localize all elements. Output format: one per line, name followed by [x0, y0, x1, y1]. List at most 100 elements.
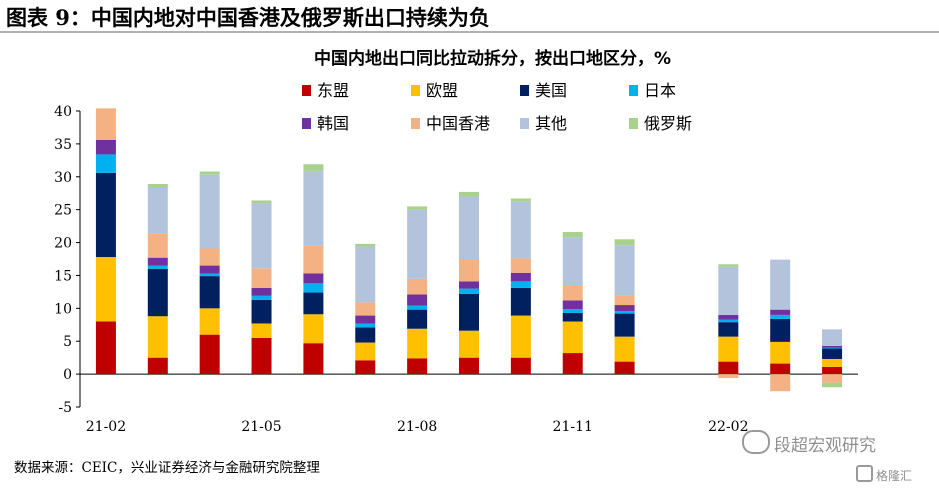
bar-segment-21-02-欧盟 — [95, 257, 116, 322]
bar-segment-21-02-东盟 — [95, 321, 116, 375]
bar-segment-21-11-其他 — [562, 237, 583, 286]
bar-segment-21-10-美国 — [510, 287, 531, 316]
bar-segment-21-03-欧盟 — [147, 316, 168, 358]
x-tick-label: 21-11 — [553, 419, 593, 435]
bar-segment-21-10-中国香港 — [510, 258, 531, 273]
bar-segment-21-04-其他 — [199, 174, 220, 249]
brand-logo: 格隆汇 — [856, 465, 912, 484]
bar-segment-21-08-中国香港 — [407, 278, 428, 295]
bar-segment-21-03-中国香港 — [147, 233, 168, 258]
bar-segment-21-05-韩国 — [251, 287, 272, 296]
bar-segment-21-02-美国 — [95, 172, 116, 258]
bar-segment-21-04-俄罗斯 — [199, 171, 220, 175]
bar-segment-21-11-中国香港 — [562, 285, 583, 301]
bar-segment-21-12-韩国 — [614, 305, 635, 311]
bar-segment-21-04-韩国 — [199, 265, 220, 274]
bar-segment-21-03-美国 — [147, 268, 168, 317]
bar-segment-21-09-欧盟 — [459, 330, 479, 358]
x-tick-label: 21-02 — [86, 419, 126, 435]
brand-text: 格隆汇 — [876, 469, 913, 483]
bar-segment-21-03-其他 — [147, 187, 168, 234]
legend-swatch-日本 — [629, 85, 638, 96]
legend-swatch-其他 — [520, 118, 529, 129]
bar-segment-21-08-俄罗斯 — [407, 206, 428, 210]
bar-segment-22-03-日本 — [770, 314, 791, 319]
bar-segment-21-10-俄罗斯 — [510, 198, 531, 202]
bar-segment-22-04-日本 — [822, 347, 843, 349]
bar-segment-21-06-韩国 — [303, 273, 324, 284]
y-tick-label: -5 — [58, 400, 72, 416]
bar-segment-21-09-日本 — [459, 288, 479, 294]
bar-segment-21-07-日本 — [355, 323, 376, 328]
bar-segment-21-06-中国香港 — [303, 245, 324, 274]
bar-segment-21-12-东盟 — [614, 361, 635, 375]
bar-segment-21-11-东盟 — [562, 353, 583, 375]
bar-segment-22-02-东盟 — [718, 361, 739, 375]
bar-segment-21-11-日本 — [562, 308, 583, 313]
bar-segment-21-08-东盟 — [407, 358, 428, 375]
bar-segment-21-07-其他 — [355, 246, 376, 303]
bar-segment-21-03-东盟 — [147, 357, 168, 375]
bar-segment-21-03-日本 — [147, 265, 168, 269]
watermark: 段超宏观研究 — [742, 430, 876, 456]
legend-label-日本: 日本 — [644, 81, 676, 100]
bar-segment-22-02-韩国 — [718, 314, 739, 320]
y-tick-label: 30 — [54, 170, 72, 186]
bar-segment-21-08-韩国 — [407, 294, 428, 306]
bar-segment-21-10-东盟 — [510, 357, 531, 375]
x-tick-label: 21-08 — [397, 419, 437, 435]
bar-segment-21-12-中国香港 — [614, 295, 635, 306]
legend-swatch-俄罗斯 — [629, 118, 638, 129]
bar-segment-22-04-其他 — [822, 329, 843, 346]
bar-segment-21-10-其他 — [510, 201, 531, 259]
bar-segment-21-11-俄罗斯 — [562, 232, 583, 238]
bar-segment-22-04-美国 — [822, 348, 843, 359]
bar-segment-21-06-其他 — [303, 170, 324, 246]
legend-label-中国香港: 中国香港 — [426, 114, 490, 133]
chart-bars — [95, 108, 843, 392]
bar-segment-21-10-日本 — [510, 281, 531, 288]
bar-segment-21-12-欧盟 — [614, 336, 635, 362]
x-tick-label: 21-05 — [241, 419, 281, 435]
bar-segment-21-05-其他 — [251, 203, 272, 269]
y-tick-label: 10 — [54, 301, 72, 317]
y-tick-label: 40 — [54, 104, 72, 120]
legend-label-韩国: 韩国 — [317, 114, 349, 133]
bar-segment-22-02-中国香港 — [718, 374, 739, 379]
legend-swatch-欧盟 — [411, 85, 420, 96]
bar-segment-21-02-韩国 — [95, 139, 116, 155]
legend-label-美国: 美国 — [535, 81, 567, 100]
bar-segment-21-06-日本 — [303, 283, 324, 293]
bar-segment-21-09-俄罗斯 — [459, 191, 479, 197]
bar-segment-21-02-日本 — [95, 154, 116, 173]
bar-segment-22-04-韩国 — [822, 345, 843, 348]
bar-segment-21-10-韩国 — [510, 272, 531, 282]
bar-segment-21-07-东盟 — [355, 360, 376, 375]
legend-label-其他: 其他 — [535, 114, 567, 133]
legend-swatch-东盟 — [302, 85, 311, 96]
bar-segment-21-09-中国香港 — [459, 259, 479, 282]
bar-segment-22-04-东盟 — [822, 366, 843, 375]
bar-segment-21-08-其他 — [407, 209, 428, 279]
bar-segment-21-07-俄罗斯 — [355, 243, 376, 247]
bar-segment-21-09-东盟 — [459, 357, 479, 375]
legend-swatch-美国 — [520, 85, 529, 96]
bar-segment-21-08-美国 — [407, 309, 428, 329]
bar-segment-21-07-韩国 — [355, 315, 376, 324]
bar-segment-21-11-韩国 — [562, 300, 583, 309]
bar-segment-21-11-美国 — [562, 312, 583, 322]
bar-segment-21-12-美国 — [614, 313, 635, 337]
legend-swatch-韩国 — [302, 118, 311, 129]
bar-segment-21-08-日本 — [407, 305, 428, 310]
watermark-text: 段超宏观研究 — [774, 436, 876, 456]
bar-segment-21-05-东盟 — [251, 337, 272, 375]
bar-segment-21-05-美国 — [251, 299, 272, 324]
bar-segment-21-05-日本 — [251, 295, 272, 300]
bar-segment-21-09-美国 — [459, 293, 479, 331]
bar-segment-21-05-俄罗斯 — [251, 200, 272, 204]
bar-segment-21-07-中国香港 — [355, 302, 376, 316]
y-tick-label: 15 — [54, 268, 72, 284]
bar-segment-22-04-俄罗斯 — [822, 382, 843, 388]
bar-segment-22-03-美国 — [770, 318, 791, 342]
